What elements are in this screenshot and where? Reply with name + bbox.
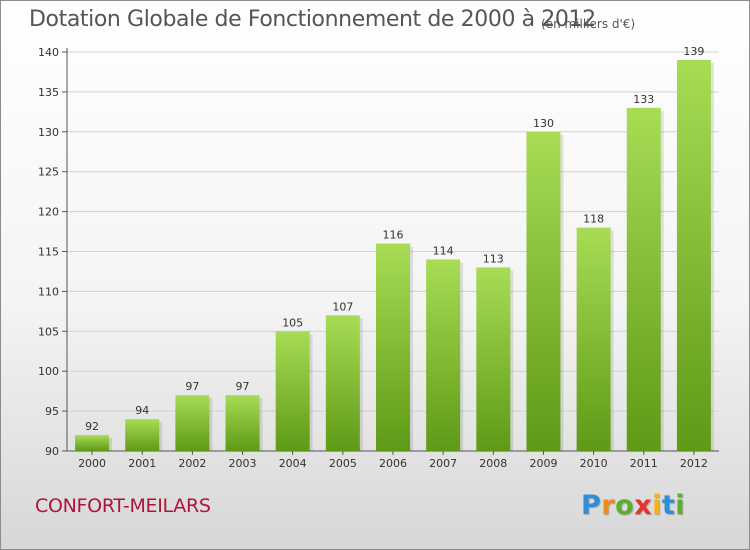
x-tick-label: 2001 [128, 457, 156, 470]
bar [526, 131, 561, 452]
y-tick-label: 135 [38, 86, 59, 99]
bar [125, 419, 160, 451]
logo-letter: P [581, 490, 602, 521]
bar [225, 395, 260, 451]
x-tick-label: 2006 [379, 457, 407, 470]
bar-value-label: 113 [483, 252, 504, 265]
logo-letter: i [652, 490, 662, 521]
x-tick-label: 2004 [279, 457, 307, 470]
bar-value-label: 118 [583, 213, 604, 226]
y-tick-label: 105 [38, 325, 59, 338]
x-tick-label: 2010 [580, 457, 608, 470]
logo-letter: x [634, 490, 653, 521]
bar-value-label: 114 [433, 244, 454, 257]
x-tick-label: 2002 [178, 457, 206, 470]
bar-value-label: 97 [185, 380, 199, 393]
bars [75, 59, 714, 452]
bar [476, 267, 511, 451]
logo-letter: i [675, 490, 686, 521]
bar-value-label: 97 [236, 380, 250, 393]
bar [376, 243, 410, 451]
y-tick-label: 130 [38, 126, 59, 139]
x-tick-label: 2008 [479, 457, 507, 470]
logo-letter: r [601, 490, 616, 521]
bar-value-label: 105 [282, 316, 303, 329]
bar-value-label: 107 [332, 300, 353, 313]
x-tick-label: 2007 [429, 457, 457, 470]
bar [75, 435, 110, 451]
y-tick-label: 100 [38, 365, 59, 378]
bar-value-label: 94 [135, 404, 149, 417]
logo-letter: o [615, 490, 635, 521]
x-tick-label: 2005 [329, 457, 357, 470]
y-tick-label: 95 [45, 405, 59, 418]
bar-value-label: 133 [633, 93, 654, 106]
x-tick-label: 2003 [229, 457, 257, 470]
chart-subtitle: (en milliers d'€) [541, 17, 636, 31]
bar [426, 259, 461, 451]
labels: 90 95 100 105 110 115 120 125 130 135 140 92 2000 94 2… [38, 45, 708, 470]
y-tick-label: 125 [38, 166, 59, 179]
x-tick-label: 2000 [78, 457, 106, 470]
proxiti-logo: Proxiti [581, 490, 685, 521]
bar-value-label: 116 [383, 229, 404, 242]
logo-letter: t [661, 490, 676, 521]
bar [626, 107, 661, 452]
bar [275, 331, 310, 451]
x-tick-label: 2012 [680, 457, 708, 470]
bar [576, 227, 611, 451]
bar [676, 59, 711, 451]
y-tick-label: 110 [38, 285, 59, 298]
y-tick-label: 115 [38, 246, 59, 259]
y-tick-label: 90 [45, 445, 59, 458]
bar [325, 315, 360, 451]
bar-value-label: 139 [683, 45, 704, 58]
commune-name: CONFORT-MEILARS [35, 495, 211, 517]
chart-title: Dotation Globale de Fonctionnement de 20… [29, 7, 596, 32]
x-tick-label: 2011 [630, 457, 658, 470]
bar [175, 395, 210, 451]
bar-value-label: 130 [533, 117, 554, 130]
x-tick-label: 2009 [529, 457, 557, 470]
bar-value-label: 92 [85, 420, 99, 433]
y-tick-label: 120 [38, 206, 59, 219]
y-tick-label: 140 [38, 46, 59, 59]
